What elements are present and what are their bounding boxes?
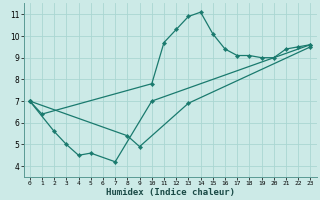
X-axis label: Humidex (Indice chaleur): Humidex (Indice chaleur) bbox=[106, 188, 235, 197]
